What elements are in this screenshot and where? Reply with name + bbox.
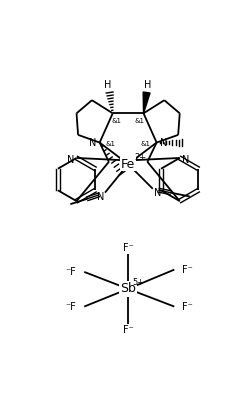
Text: F⁻: F⁻ (123, 325, 134, 335)
Text: N: N (160, 138, 167, 148)
Text: &1: &1 (106, 141, 116, 147)
Text: &1: &1 (112, 118, 122, 124)
Text: F⁻: F⁻ (123, 243, 134, 253)
Text: Sb: Sb (120, 283, 136, 296)
Polygon shape (143, 92, 150, 113)
Text: F⁻: F⁻ (182, 301, 193, 311)
Text: H: H (144, 80, 152, 90)
Text: ⁻F: ⁻F (66, 267, 76, 277)
Text: &1: &1 (141, 141, 151, 147)
Text: F⁻: F⁻ (182, 265, 193, 275)
Text: N: N (97, 192, 104, 202)
Text: Fe: Fe (121, 158, 135, 171)
Text: 5+: 5+ (133, 278, 145, 287)
Text: N: N (182, 155, 190, 165)
Text: N: N (67, 155, 74, 165)
Text: H: H (104, 80, 112, 90)
Text: 2+: 2+ (134, 153, 146, 163)
Text: &1: &1 (135, 118, 145, 124)
Text: N: N (154, 188, 161, 198)
Text: N: N (89, 138, 96, 148)
Text: ⁻F: ⁻F (66, 301, 76, 311)
